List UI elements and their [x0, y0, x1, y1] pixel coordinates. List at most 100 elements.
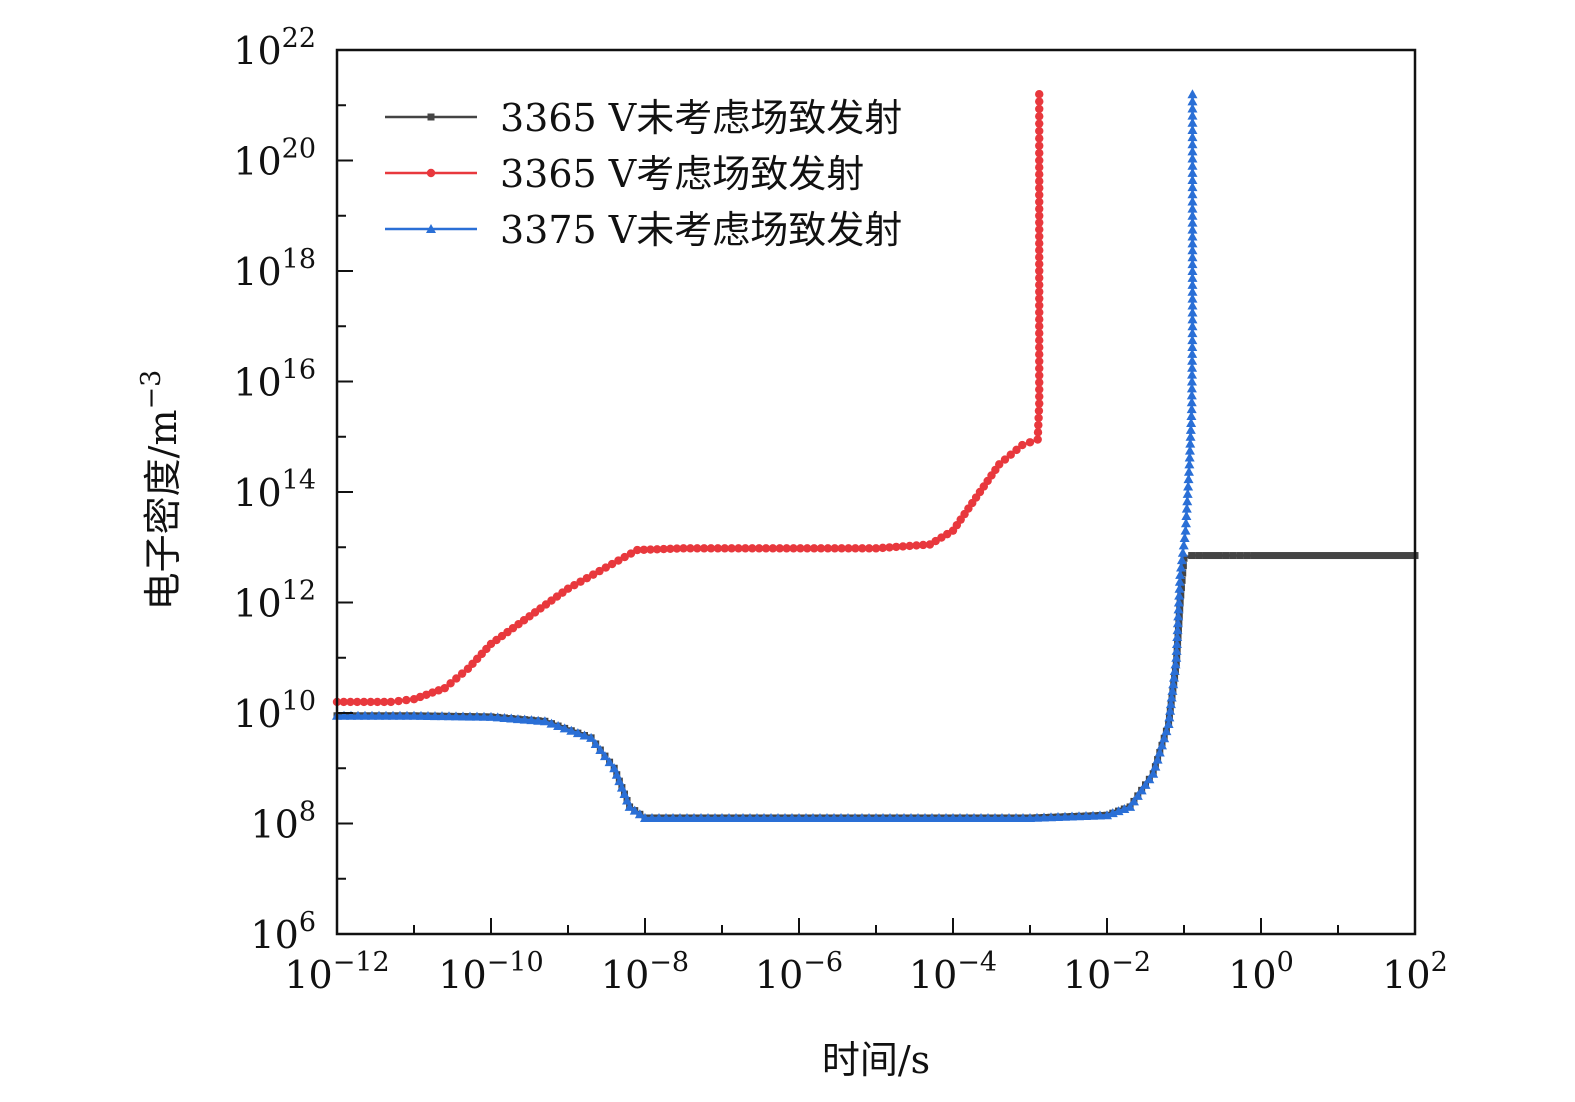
data-point: [633, 545, 642, 555]
data-point: [1383, 552, 1391, 560]
data-point: [1187, 103, 1198, 113]
plot-frame: [335, 48, 1417, 936]
data-point: [1175, 569, 1186, 579]
data-point: [706, 544, 716, 553]
data-point: [1035, 371, 1044, 380]
data-point: [689, 812, 699, 822]
data-point: [1035, 301, 1044, 310]
data-point: [1034, 420, 1043, 430]
data-point: [1285, 552, 1293, 560]
data-point: [1186, 397, 1197, 407]
data-point: [1278, 552, 1286, 560]
data-point: [1215, 552, 1223, 560]
data-point: [526, 715, 537, 725]
data-point: [576, 577, 585, 586]
data-point: [1176, 555, 1187, 565]
data-point: [346, 710, 356, 720]
x-tick-label: 10−10: [438, 947, 543, 997]
data-point: [1187, 335, 1198, 345]
data-point: [1035, 232, 1044, 241]
data-point: [533, 715, 544, 725]
data-point: [1144, 774, 1155, 784]
data-point: [1243, 552, 1251, 560]
data-point: [703, 812, 713, 822]
data-point: [634, 809, 645, 819]
data-point: [1187, 231, 1198, 241]
data-point: [850, 812, 860, 822]
data-point: [614, 556, 623, 565]
data-point: [1136, 785, 1147, 795]
data-point: [458, 711, 468, 721]
data-point: [844, 544, 853, 553]
data-point: [699, 544, 709, 553]
data-point: [1229, 552, 1237, 560]
data-point: [898, 542, 908, 551]
data-point: [1011, 812, 1021, 822]
data-point: [1185, 424, 1196, 434]
data-point: [1034, 413, 1043, 423]
data-point: [1185, 438, 1196, 448]
data-point: [666, 544, 675, 554]
data-point: [659, 544, 668, 554]
data-point: [1236, 552, 1244, 560]
data-point: [1182, 496, 1193, 506]
data-point: [624, 801, 635, 811]
data-point: [339, 710, 349, 720]
data-point: [675, 812, 685, 822]
data-point: [1184, 459, 1195, 469]
data-point: [1187, 160, 1198, 170]
y-axis-label-text: 电子密度/m: [141, 409, 185, 610]
data-point: [1187, 238, 1198, 248]
data-point: [1183, 481, 1194, 491]
data-point: [1187, 279, 1198, 289]
data-point: [1187, 328, 1198, 338]
data-point: [766, 812, 776, 822]
y-tick-label: 1018: [233, 244, 316, 294]
data-point: [934, 812, 944, 822]
data-point: [402, 695, 411, 705]
data-point: [1159, 733, 1170, 743]
data-point: [1187, 348, 1198, 358]
data-point: [1334, 552, 1342, 560]
data-point: [885, 812, 895, 822]
data-point: [590, 738, 601, 748]
data-point: [1187, 124, 1198, 134]
data-point: [1035, 280, 1044, 290]
y-tick-label: 1010: [233, 686, 316, 736]
data-point: [595, 745, 606, 755]
data-point: [1035, 399, 1044, 408]
data-point: [748, 544, 757, 553]
data-point: [1035, 364, 1044, 373]
data-point: [720, 544, 729, 553]
data-point: [780, 812, 790, 822]
data-point: [871, 812, 881, 822]
data-point: [801, 812, 811, 822]
data-point: [539, 716, 550, 726]
data-point: [1187, 139, 1198, 149]
data-point: [837, 544, 846, 553]
data-point: [1187, 293, 1198, 303]
data-point: [1171, 638, 1182, 648]
data-point: [1163, 719, 1174, 729]
data-point: [787, 812, 797, 822]
data-point: [559, 723, 570, 733]
data-point: [858, 544, 867, 553]
y-tick-label: 1020: [233, 134, 316, 184]
data-point: [809, 544, 819, 553]
data-point: [1178, 540, 1189, 550]
data-point: [1025, 438, 1035, 447]
data-point: [1172, 632, 1183, 642]
data-point: [444, 711, 454, 721]
data-point: [1180, 525, 1191, 535]
data-point: [1187, 189, 1198, 199]
data-point: [1202, 552, 1210, 560]
data-point: [1183, 466, 1194, 476]
data-point: [1033, 428, 1043, 437]
legend-label: 3375 V未考虑场致发射: [500, 208, 902, 252]
data-point: [1035, 126, 1044, 136]
data-point: [1025, 812, 1035, 822]
data-point: [1167, 685, 1178, 695]
data-point: [906, 812, 916, 822]
data-point: [1222, 552, 1230, 560]
